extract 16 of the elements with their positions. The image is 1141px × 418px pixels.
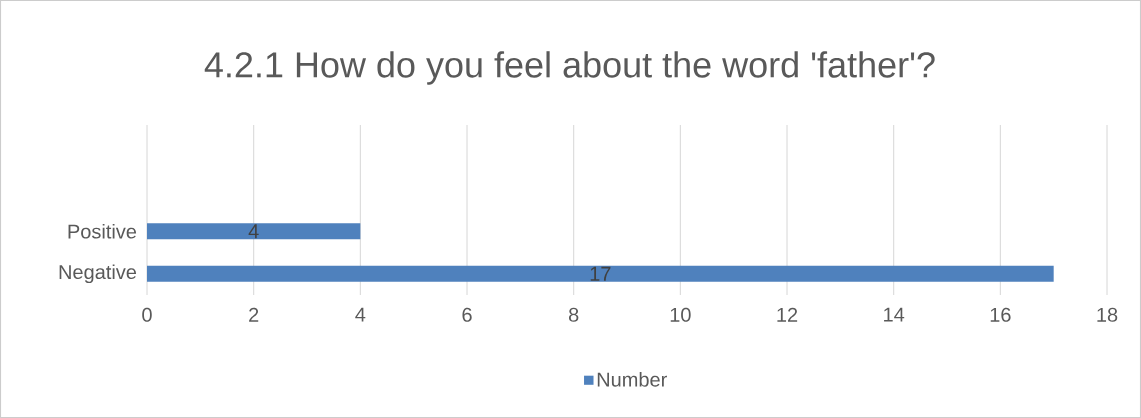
- x-tick-label: 14: [884, 307, 905, 322]
- x-tick-label: 10: [670, 307, 691, 322]
- x-tick-label: 18: [1097, 307, 1118, 322]
- x-tick-label: 16: [990, 307, 1011, 322]
- x-tick-label: 12: [777, 307, 798, 322]
- data-label: 17: [590, 266, 611, 281]
- x-tick-label: 4: [355, 307, 366, 322]
- y-tick-label: Positive: [68, 223, 137, 239]
- x-tick-label: 0: [142, 307, 152, 322]
- y-tick-label: Negative: [59, 264, 137, 284]
- chart-title: 4.2.1 How do you feel about the word 'father'?: [204, 51, 935, 85]
- x-tick-label: 2: [249, 307, 259, 322]
- legend-label: Number: [597, 372, 667, 387]
- x-tick-label: 6: [462, 307, 472, 322]
- x-tick-label: 8: [568, 307, 579, 322]
- data-label: 4: [248, 224, 259, 239]
